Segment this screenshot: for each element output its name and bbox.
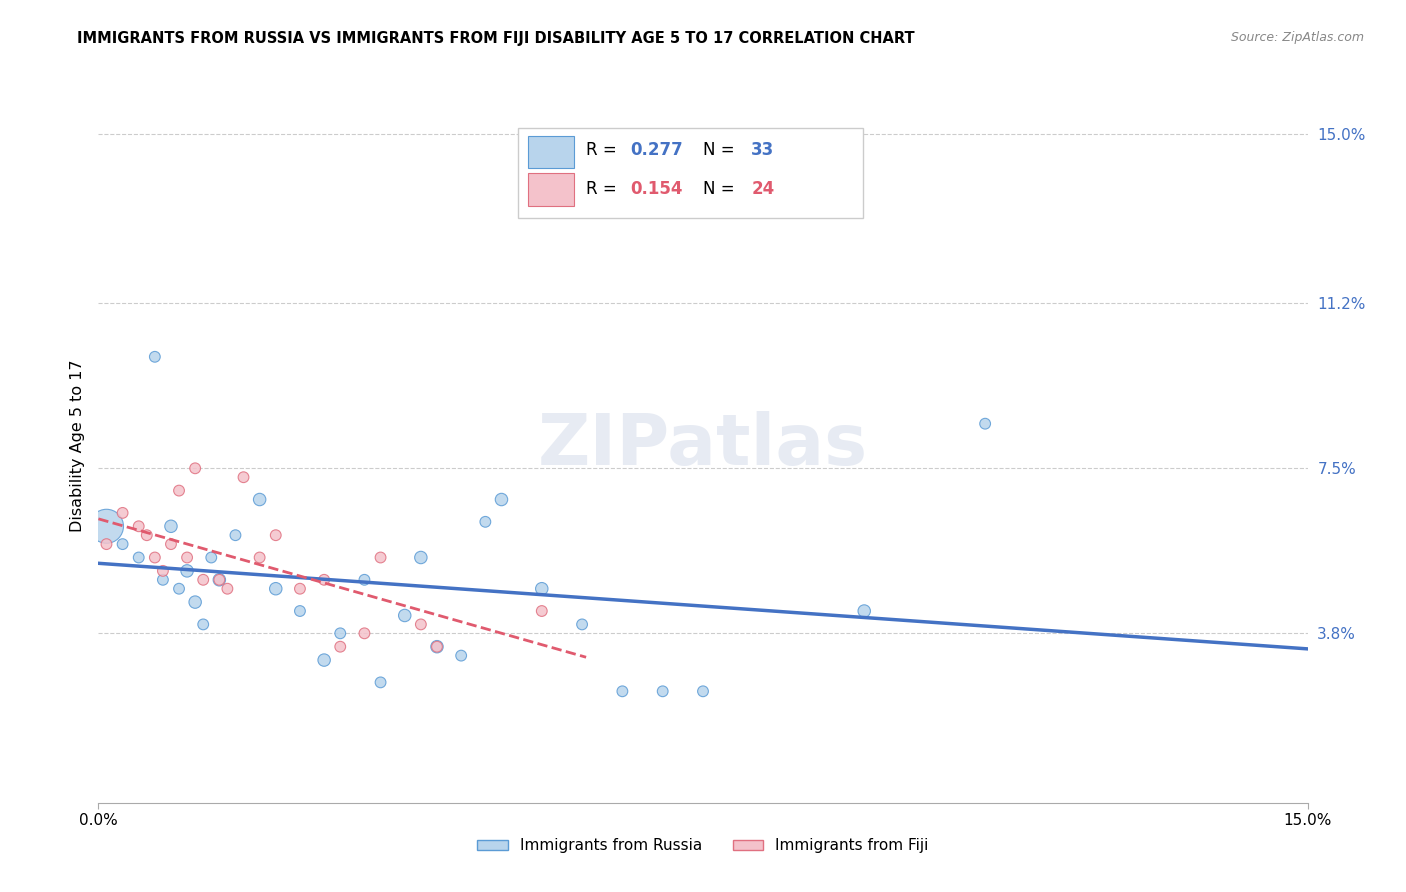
- Text: ZIPatlas: ZIPatlas: [538, 411, 868, 481]
- Point: [193, 573, 215, 587]
- Point: [111, 506, 134, 520]
- Point: [353, 573, 375, 587]
- Point: [314, 573, 336, 587]
- FancyBboxPatch shape: [527, 136, 574, 168]
- Point: [571, 617, 593, 632]
- Point: [370, 550, 392, 565]
- Point: [176, 550, 198, 565]
- Point: [426, 640, 449, 654]
- Point: [96, 519, 118, 533]
- Point: [426, 640, 449, 654]
- Point: [224, 528, 246, 542]
- Point: [288, 604, 311, 618]
- Point: [288, 582, 311, 596]
- Point: [208, 573, 231, 587]
- Point: [111, 537, 134, 551]
- Text: 24: 24: [751, 180, 775, 198]
- Point: [692, 684, 714, 698]
- Point: [612, 684, 634, 698]
- Point: [530, 582, 553, 596]
- Text: 0.277: 0.277: [630, 141, 683, 159]
- Point: [200, 550, 222, 565]
- Point: [314, 653, 336, 667]
- Legend: Immigrants from Russia, Immigrants from Fiji: Immigrants from Russia, Immigrants from …: [471, 832, 935, 859]
- Text: R =: R =: [586, 180, 621, 198]
- Point: [143, 550, 166, 565]
- Point: [176, 564, 198, 578]
- Point: [128, 550, 150, 565]
- Point: [409, 550, 432, 565]
- Point: [152, 564, 174, 578]
- Point: [249, 550, 271, 565]
- Point: [135, 528, 157, 542]
- Point: [96, 537, 118, 551]
- Point: [217, 582, 239, 596]
- Point: [128, 519, 150, 533]
- Text: 33: 33: [751, 141, 775, 159]
- Point: [329, 626, 352, 640]
- Point: [264, 582, 287, 596]
- Point: [853, 604, 876, 618]
- Point: [353, 626, 375, 640]
- Point: [208, 573, 231, 587]
- Text: N =: N =: [703, 141, 740, 159]
- Point: [651, 684, 673, 698]
- Point: [160, 519, 183, 533]
- Point: [143, 350, 166, 364]
- Point: [184, 595, 207, 609]
- Y-axis label: Disability Age 5 to 17: Disability Age 5 to 17: [69, 359, 84, 533]
- Point: [232, 470, 254, 484]
- Point: [249, 492, 271, 507]
- Point: [152, 573, 174, 587]
- Point: [193, 617, 215, 632]
- FancyBboxPatch shape: [527, 173, 574, 205]
- Text: IMMIGRANTS FROM RUSSIA VS IMMIGRANTS FROM FIJI DISABILITY AGE 5 TO 17 CORRELATIO: IMMIGRANTS FROM RUSSIA VS IMMIGRANTS FRO…: [77, 31, 915, 46]
- Point: [974, 417, 997, 431]
- Point: [491, 492, 513, 507]
- Point: [167, 483, 190, 498]
- Point: [530, 604, 553, 618]
- Point: [394, 608, 416, 623]
- Point: [450, 648, 472, 663]
- Point: [329, 640, 352, 654]
- Point: [370, 675, 392, 690]
- Point: [264, 528, 287, 542]
- Text: R =: R =: [586, 141, 621, 159]
- Text: 0.154: 0.154: [630, 180, 683, 198]
- Point: [160, 537, 183, 551]
- Text: N =: N =: [703, 180, 740, 198]
- Point: [474, 515, 496, 529]
- Point: [184, 461, 207, 475]
- FancyBboxPatch shape: [517, 128, 863, 218]
- Point: [409, 617, 432, 632]
- Point: [167, 582, 190, 596]
- Text: Source: ZipAtlas.com: Source: ZipAtlas.com: [1230, 31, 1364, 45]
